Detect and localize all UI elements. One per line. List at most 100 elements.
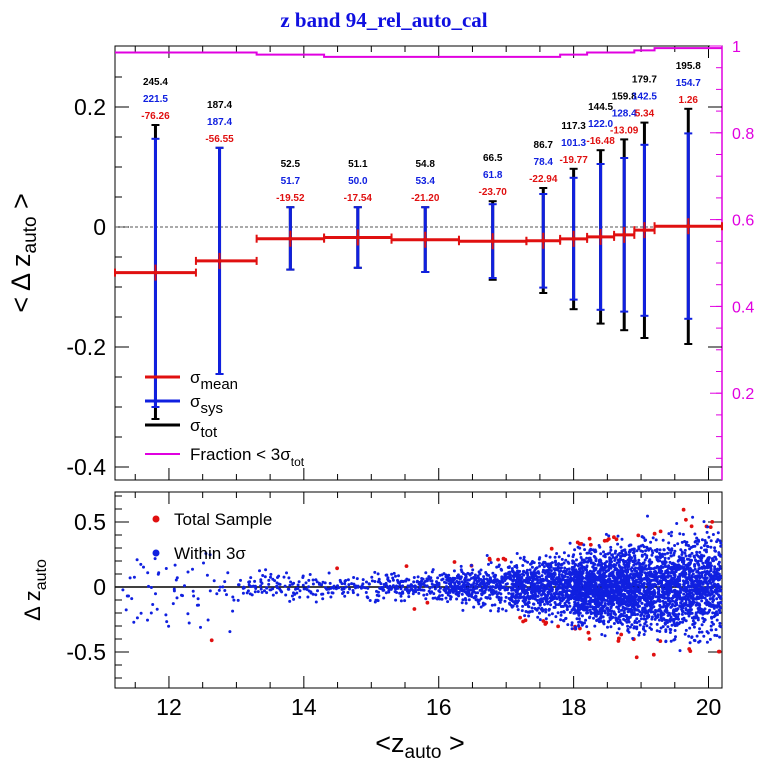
within-3sigma-point xyxy=(694,597,698,601)
within-3sigma-point xyxy=(593,562,597,566)
within-3sigma-point xyxy=(698,627,702,631)
within-3sigma-point xyxy=(630,556,634,560)
within-3sigma-point xyxy=(695,614,699,618)
within-3sigma-point xyxy=(617,610,621,614)
within-3sigma-point xyxy=(328,581,332,585)
within-3sigma-point xyxy=(260,581,264,585)
within-3sigma-point xyxy=(600,598,604,602)
within-3sigma-point xyxy=(650,560,654,564)
within-3sigma-point xyxy=(139,611,143,615)
within-3sigma-point xyxy=(606,625,609,629)
within-3sigma-point xyxy=(444,591,448,594)
within-3sigma-point xyxy=(611,553,614,557)
within-3sigma-point xyxy=(588,556,592,560)
tot-value-label: 195.8 xyxy=(676,61,701,72)
within-3sigma-point xyxy=(646,600,650,604)
within-3sigma-point xyxy=(532,585,535,589)
within-3sigma-point xyxy=(523,599,527,602)
within-3sigma-point xyxy=(519,576,523,580)
mean-point xyxy=(642,227,647,233)
within-3sigma-point xyxy=(681,557,685,561)
within-3sigma-point xyxy=(641,627,645,631)
within-3sigma-point xyxy=(594,576,598,579)
within-3sigma-point xyxy=(460,601,464,605)
within-3sigma-point xyxy=(221,585,225,589)
within-3sigma-point xyxy=(508,577,512,581)
within-3sigma-point xyxy=(613,556,617,560)
outlier-point xyxy=(684,517,688,522)
within-3sigma-point xyxy=(528,595,532,599)
within-3sigma-point xyxy=(506,576,509,580)
within-3sigma-point xyxy=(668,617,672,621)
within-3sigma-point xyxy=(619,592,623,595)
within-3sigma-point xyxy=(609,605,613,609)
within-3sigma-point xyxy=(587,577,591,581)
within-3sigma-point xyxy=(236,598,240,602)
within-3sigma-point xyxy=(471,568,475,572)
within-3sigma-point xyxy=(599,552,603,556)
within-3sigma-point xyxy=(306,595,310,599)
within-3sigma-point xyxy=(687,603,691,607)
within-3sigma-point xyxy=(538,578,542,582)
within-3sigma-point xyxy=(666,593,670,597)
chart-title: z band 94_rel_auto_cal xyxy=(280,8,487,32)
within-3sigma-point xyxy=(695,601,699,605)
within-3sigma-point xyxy=(693,621,697,625)
within-3sigma-point xyxy=(669,586,673,590)
within-3sigma-point xyxy=(642,633,646,636)
within-3sigma-point xyxy=(619,621,623,625)
within-3sigma-point xyxy=(540,606,544,610)
within-3sigma-point xyxy=(576,608,580,612)
within-3sigma-point xyxy=(526,581,530,585)
within-3sigma-point xyxy=(575,558,578,562)
within-3sigma-point xyxy=(253,584,257,588)
within-3sigma-point xyxy=(298,589,302,593)
within-3sigma-point xyxy=(436,576,440,580)
within-3sigma-point xyxy=(687,575,691,579)
within-3sigma-point xyxy=(518,593,522,597)
within-3sigma-point xyxy=(431,568,435,572)
within-3sigma-point xyxy=(707,591,711,595)
within-3sigma-point xyxy=(562,588,565,592)
within-3sigma-point xyxy=(247,580,251,584)
within-3sigma-point xyxy=(664,639,668,643)
within-3sigma-point xyxy=(599,619,603,623)
within-3sigma-point xyxy=(147,584,150,588)
within-3sigma-point xyxy=(288,583,292,587)
outlier-point xyxy=(452,560,457,564)
within-3sigma-point xyxy=(481,579,485,582)
within-3sigma-point xyxy=(626,590,630,594)
within-3sigma-point xyxy=(223,589,227,592)
within-3sigma-point xyxy=(690,574,694,578)
within-3sigma-point xyxy=(547,588,551,591)
within-3sigma-point xyxy=(622,562,626,566)
within-3sigma-point xyxy=(485,584,489,588)
within-3sigma-point xyxy=(657,570,661,574)
within-3sigma-point xyxy=(684,567,688,571)
within-3sigma-point xyxy=(718,553,722,557)
within-3sigma-point xyxy=(330,591,334,595)
within-3sigma-point xyxy=(507,566,511,569)
within-3sigma-point xyxy=(584,618,588,622)
outlier-point xyxy=(496,557,500,562)
within-3sigma-point xyxy=(650,615,654,619)
within-3sigma-point xyxy=(320,583,324,587)
outlier-point xyxy=(518,615,522,620)
within-3sigma-point xyxy=(626,624,630,628)
within-3sigma-point xyxy=(351,589,355,592)
tot-value-label: 86.7 xyxy=(534,140,554,151)
within-3sigma-point xyxy=(626,568,630,572)
within-3sigma-point xyxy=(482,590,486,594)
outlier-point xyxy=(619,632,624,637)
within-3sigma-point xyxy=(570,608,574,612)
within-3sigma-point xyxy=(326,591,330,595)
within-3sigma-point xyxy=(695,576,699,580)
within-3sigma-point xyxy=(661,590,664,594)
within-3sigma-point xyxy=(627,544,631,548)
within-3sigma-point xyxy=(555,589,559,593)
within-3sigma-point xyxy=(653,566,657,570)
within-3sigma-point xyxy=(267,578,271,582)
within-3sigma-point xyxy=(615,579,619,583)
mean-value-label: -22.94 xyxy=(529,174,558,185)
within-3sigma-point xyxy=(581,570,585,574)
